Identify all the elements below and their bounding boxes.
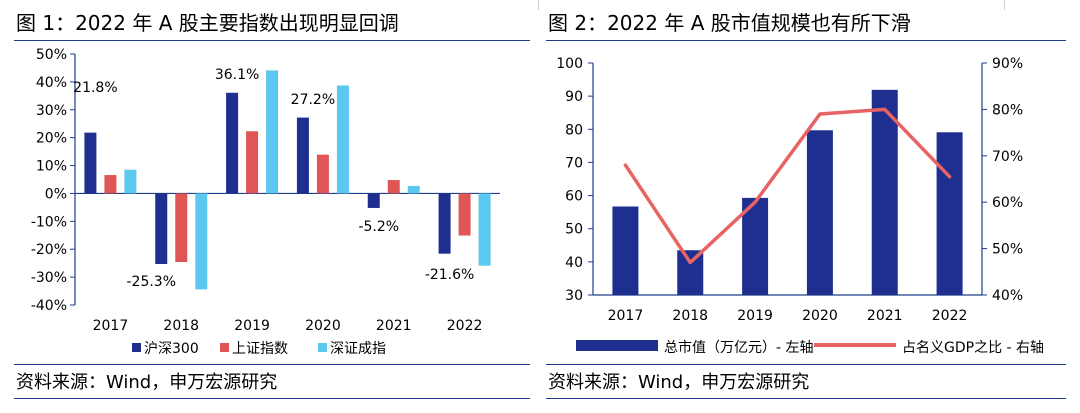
bar-1: [226, 92, 239, 194]
x-tick-label: 2022: [447, 318, 483, 334]
y-tick-label: 10%: [36, 159, 67, 175]
x-tick-label: 2021: [376, 318, 412, 334]
market-cap-bar: [871, 89, 898, 295]
bar-3: [124, 169, 137, 194]
figure1-source: 资料来源：Wind，申万宏源研究: [16, 372, 278, 393]
legend-swatch-3: [318, 343, 327, 352]
figure1-top-rule: [14, 40, 530, 41]
bar-3: [195, 193, 208, 290]
bar-3: [336, 85, 349, 194]
market-cap-bar: [677, 250, 704, 295]
left-y-tick-label: 60: [565, 189, 583, 205]
legend-label-gdp-ratio: 占名义GDP之比 - 右轴: [902, 340, 1044, 356]
bar-1: [155, 193, 168, 265]
market-cap-bar: [742, 197, 769, 295]
legend-swatch-market-cap: [576, 340, 658, 351]
bar-1: [367, 193, 380, 208]
x-tick-label: 2019: [737, 308, 773, 324]
legend-swatch-2: [220, 343, 229, 352]
bar-3: [266, 70, 279, 194]
legend-swatch-1: [132, 343, 141, 352]
y-tick-label: 40%: [36, 75, 67, 91]
right-y-tick-label: 70%: [992, 149, 1023, 165]
legend-label-1: 沪深300: [144, 341, 199, 357]
figure1-panel: 图 1：2022 年 A 股主要指数出现明显回调 50% 40% 30% 20% 10%…: [14, 0, 530, 413]
left-y-tick-label: 80: [565, 122, 583, 138]
data-label: 21.8%: [73, 80, 117, 96]
left-y-tick-label: 40: [565, 255, 583, 271]
data-label: -21.6%: [425, 267, 475, 283]
left-y-tick-label: 50: [565, 222, 583, 238]
bar-2: [458, 193, 471, 236]
x-tick-label: 2019: [234, 318, 270, 334]
right-y-tick-label: 50%: [992, 242, 1023, 258]
x-tick-label: 2022: [932, 308, 968, 324]
figure1-chart: 50% 40% 30% 20% 10% 0% -10% -20% -30% -40% 2017 201…: [31, 47, 500, 357]
figure2-bottom-rule: [546, 398, 1066, 399]
x-tick-label: 2018: [672, 308, 708, 324]
figure1-bottom-rule: [14, 398, 530, 399]
figure2-top-rule: [546, 40, 1066, 41]
bar-1: [296, 117, 309, 194]
x-tick-label: 2020: [305, 318, 341, 334]
market-cap-bar: [936, 132, 963, 295]
figure2-panel: 图 2：2022 年 A 股市值规模也有所下滑 100 90 80 70 60 50 40 3…: [546, 0, 1066, 413]
data-label: -25.3%: [126, 274, 176, 290]
x-tick-label: 2017: [608, 308, 644, 324]
y-tick-label: 20%: [36, 131, 67, 147]
y-tick-label: 0%: [45, 186, 67, 202]
left-y-tick-label: 70: [565, 155, 583, 171]
y-tick-label: -40%: [31, 298, 67, 314]
market-cap-bar: [612, 206, 639, 295]
y-tick-label: -20%: [31, 242, 67, 258]
bar-3: [478, 193, 491, 266]
y-tick-label: -10%: [31, 214, 67, 230]
x-tick-label: 2018: [163, 318, 199, 334]
gdp-ratio-line: [623, 107, 952, 265]
bar-2: [104, 175, 117, 194]
market-cap-bar: [806, 130, 833, 295]
data-label: -5.2%: [358, 219, 399, 235]
bar-2: [246, 131, 259, 194]
data-label: 27.2%: [291, 92, 335, 108]
bar-3: [407, 185, 420, 194]
figure2-chart: 100 90 80 70 60 50 40 30 90% 80% 70% 60% 50% 40% 2017 2…: [556, 56, 1044, 356]
right-y-tick-label: 90%: [992, 56, 1023, 72]
left-y-tick-label: 100: [556, 56, 583, 72]
legend-label-2: 上证指数: [232, 341, 288, 357]
legend-label-3: 深证成指: [330, 341, 386, 357]
bar-1: [438, 193, 451, 254]
y-tick-label: -30%: [31, 270, 67, 286]
right-y-tick-label: 40%: [992, 288, 1023, 304]
y-tick-label: 50%: [36, 47, 67, 63]
left-y-tick-label: 30: [565, 288, 583, 304]
top-divider-left: [538, 0, 539, 10]
right-y-tick-label: 60%: [992, 195, 1023, 211]
figure1-mid-rule: [14, 364, 530, 365]
x-tick-label: 2021: [867, 308, 903, 324]
x-tick-label: 2017: [93, 318, 129, 334]
right-y-tick-label: 80%: [992, 102, 1023, 118]
figure2-title: 图 2：2022 年 A 股市值规模也有所下滑: [548, 11, 911, 35]
figure2-mid-rule: [546, 364, 1066, 365]
data-label: 36.1%: [215, 67, 259, 83]
y-tick-label: 30%: [36, 103, 67, 119]
bar-2: [175, 193, 188, 263]
figure2-source: 资料来源：Wind，申万宏源研究: [548, 372, 810, 393]
bar-2: [316, 154, 329, 194]
left-y-tick-label: 90: [565, 89, 583, 105]
top-divider-right: [1004, 0, 1005, 10]
figure1-title: 图 1：2022 年 A 股主要指数出现明显回调: [16, 11, 399, 35]
bar-1: [84, 132, 97, 194]
bar-2: [387, 180, 400, 194]
x-tick-label: 2020: [802, 308, 838, 324]
legend-label-market-cap: 总市值（万亿元）- 左轴: [664, 339, 814, 356]
